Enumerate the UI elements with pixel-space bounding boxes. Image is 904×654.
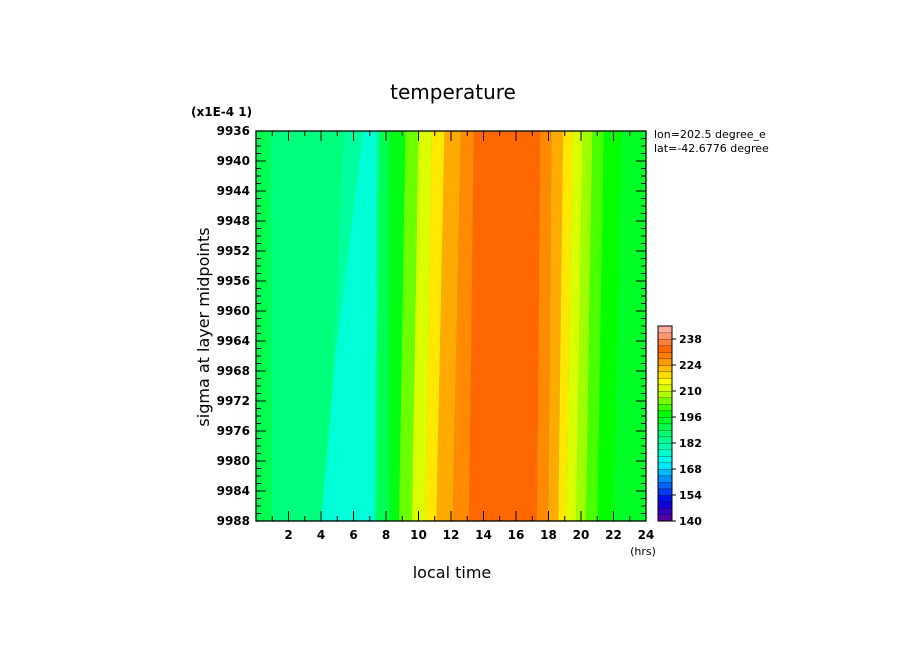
colorbar-segment	[657, 429, 673, 438]
x-tick-label: 4	[317, 528, 325, 542]
colorbar-segment	[657, 403, 673, 412]
contour-band-15	[576, 131, 593, 521]
colorbar-segment	[657, 514, 673, 522]
colorbar-segment	[657, 371, 673, 379]
colorbar-segment	[657, 351, 673, 360]
x-axis-label: local time	[413, 563, 492, 582]
contour-band-14	[566, 131, 583, 521]
colorbar-label: 224	[679, 359, 702, 372]
lat-annotation: lat=-42.6776 degree	[654, 142, 769, 155]
contour-band-16	[585, 131, 604, 521]
colorbar-segment	[657, 475, 673, 483]
colorbar-segment	[657, 338, 673, 347]
colorbar-segment	[657, 345, 673, 353]
x-axis: 2 4 6 8 10 12 14 16 18 20 22 24	[271, 131, 655, 542]
contour-band-1	[270, 131, 344, 521]
contour-band-10	[468, 131, 541, 521]
x-tick-label: 20	[573, 528, 590, 542]
colorbar-segment	[657, 410, 673, 418]
contour-band-7	[425, 131, 445, 521]
y-tick-label: 9968	[217, 364, 250, 378]
y-tick-label: 9976	[217, 424, 250, 438]
y-tick-label: 9988	[217, 514, 250, 528]
plot-area	[255, 130, 647, 522]
x-axis-unit-label: (hrs)	[630, 545, 656, 558]
y-tick-label: 9972	[217, 394, 250, 408]
x-tick-label: 14	[475, 528, 492, 542]
colorbar-segment	[657, 507, 673, 516]
y-axis-label: sigma at layer midpoints	[194, 227, 213, 426]
y-tick-label: 9960	[217, 304, 250, 318]
colorbar-label: 182	[679, 437, 702, 450]
colorbar-segment	[657, 390, 673, 399]
colorbar-segment	[657, 481, 673, 490]
y-tick-label: 9964	[217, 334, 250, 348]
contour-band-11	[537, 131, 552, 521]
colorbar-segment	[657, 384, 673, 392]
y-tick-label: 9952	[217, 244, 250, 258]
colorbar-segment	[657, 332, 673, 340]
y-tick-label: 9944	[217, 184, 250, 198]
y-tick-label: 9980	[217, 454, 250, 468]
colorbar-segment	[657, 377, 673, 386]
x-tick-label: 24	[638, 528, 655, 542]
y-scale-label: (x1E-4 1)	[191, 105, 252, 119]
colorbar-segment	[657, 442, 673, 451]
colorbar-label: 154	[679, 489, 702, 502]
y-tick-label: 9940	[217, 154, 250, 168]
colorbar-segment	[657, 501, 673, 509]
y-tick-label: 9984	[217, 484, 250, 498]
x-tick-label: 18	[540, 528, 557, 542]
colorbar-segment	[657, 468, 673, 477]
x-tick-label: 10	[410, 528, 427, 542]
colorbar-label: 238	[679, 333, 702, 346]
colorbar-segment	[657, 325, 673, 334]
colorbar-segment	[657, 416, 673, 425]
x-tick-label: 2	[284, 528, 292, 542]
y-tick-label: 9936	[217, 124, 250, 138]
x-tick-label: 8	[382, 528, 390, 542]
contour-band-4	[389, 131, 406, 521]
colorbar-segment	[657, 423, 673, 431]
colorbar-segment	[657, 455, 673, 464]
x-tick-label: 22	[605, 528, 622, 542]
x-tick-label: 12	[443, 528, 460, 542]
colorbar-label: 196	[679, 411, 702, 424]
contour-band-3	[376, 131, 390, 521]
colorbar-segment	[657, 436, 673, 444]
contour-cold-core	[321, 131, 377, 521]
colorbar-segment	[657, 494, 673, 503]
x-tick-label: 16	[508, 528, 525, 542]
colorbar-label: 140	[679, 515, 702, 528]
colorbar-segment	[657, 397, 673, 405]
contour-band-18	[613, 131, 646, 521]
colorbar-segment	[657, 462, 673, 470]
contour-band-9	[452, 131, 474, 521]
chart-title: temperature	[390, 80, 516, 104]
contour-band-13	[558, 131, 573, 521]
colorbar-label: 168	[679, 463, 702, 476]
colorbar: 140 154 168 182 196 210 224 238	[657, 325, 702, 528]
colorbar-frame	[657, 325, 673, 522]
lon-annotation: lon=202.5 degree_e	[654, 128, 766, 141]
colorbar-segment	[657, 364, 673, 373]
x-tick-label: 6	[349, 528, 357, 542]
y-axis: 9936 9940 9944 9948 9952 9956 9960 9964 9968 9972…	[217, 124, 646, 528]
y-tick-label: 9956	[217, 274, 250, 288]
y-tick-label: 9948	[217, 214, 250, 228]
colorbar-segment	[657, 488, 673, 496]
colorbar-segment	[657, 449, 673, 457]
colorbar-label: 210	[679, 385, 702, 398]
colorbar-segment	[657, 358, 673, 366]
